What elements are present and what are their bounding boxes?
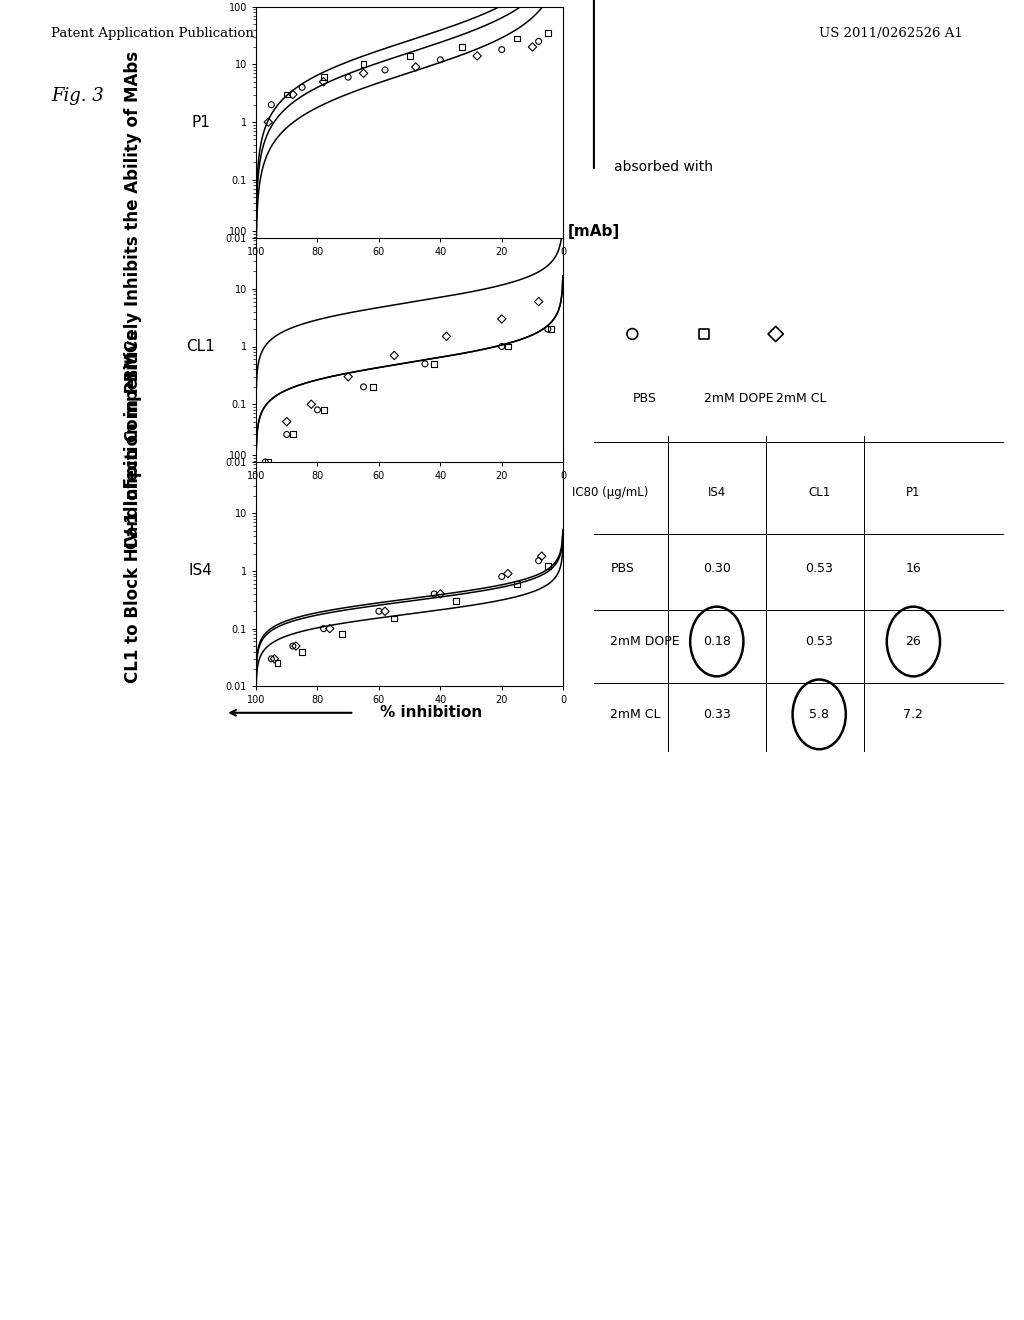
Point [365, 376, 381, 397]
Text: IC80 (μg/mL): IC80 (μg/mL) [572, 486, 648, 499]
Text: Patent Application Publication: Patent Application Publication [51, 26, 254, 40]
Point [524, 37, 541, 58]
Text: P1: P1 [191, 115, 210, 129]
Point [500, 335, 516, 356]
Point [438, 326, 455, 347]
Point [285, 424, 301, 445]
Text: 0.33: 0.33 [702, 708, 731, 721]
Point [530, 550, 547, 572]
Point [315, 618, 332, 639]
Point [494, 566, 510, 587]
Point [509, 28, 525, 49]
Text: 16: 16 [905, 562, 922, 576]
Text: 0.53: 0.53 [805, 635, 834, 648]
Point [401, 45, 418, 66]
Point [279, 424, 295, 445]
Point [426, 354, 442, 375]
Point [530, 290, 547, 312]
Point [285, 84, 301, 106]
Point [340, 66, 356, 87]
Text: CL1: CL1 [808, 486, 830, 499]
Point [540, 556, 556, 577]
Point [285, 635, 301, 656]
Text: Cardiolipin Competitively Inhibits the Ability of MAbs: Cardiolipin Competitively Inhibits the A… [124, 51, 142, 549]
Point [426, 583, 442, 605]
Point [257, 451, 273, 473]
Point [269, 653, 286, 675]
Point [355, 63, 372, 84]
Text: Oct. 27, 2011  Sheet 8 of 48: Oct. 27, 2011 Sheet 8 of 48 [336, 26, 524, 40]
Point [696, 323, 713, 345]
Text: absorbed with: absorbed with [614, 160, 714, 174]
Point [494, 309, 510, 330]
Point [768, 323, 784, 345]
Point [408, 57, 424, 78]
Point [355, 54, 372, 75]
Point [494, 335, 510, 356]
Point [624, 323, 641, 345]
Text: IS4: IS4 [188, 564, 213, 578]
Point [386, 609, 402, 630]
Point [534, 545, 550, 566]
Point [260, 451, 276, 473]
Point [417, 354, 433, 375]
Point [303, 393, 319, 414]
Point [454, 37, 470, 58]
Point [294, 77, 310, 98]
Point [315, 71, 332, 92]
Text: PBS: PBS [610, 562, 634, 576]
Point [500, 564, 516, 585]
Text: US 2011/0262526 A1: US 2011/0262526 A1 [819, 26, 963, 40]
Point [377, 59, 393, 81]
Point [315, 66, 332, 87]
Point [266, 648, 283, 669]
Text: CL1 to Block HIV-1 Infection in PBMCs: CL1 to Block HIV-1 Infection in PBMCs [124, 330, 142, 682]
Point [432, 583, 449, 605]
Point [540, 318, 556, 339]
Point [543, 318, 559, 339]
Point [288, 635, 304, 656]
Text: CL1: CL1 [186, 339, 215, 354]
Text: 0.30: 0.30 [702, 562, 731, 576]
Point [494, 40, 510, 61]
Point [322, 618, 338, 639]
Text: [mAb]: [mAb] [567, 223, 621, 239]
Text: 2mM DOPE: 2mM DOPE [610, 635, 680, 648]
Point [432, 49, 449, 70]
Point [279, 411, 295, 432]
Point [340, 366, 356, 387]
Text: 26: 26 [905, 635, 922, 648]
Point [355, 376, 372, 397]
Point [377, 601, 393, 622]
Point [386, 345, 402, 366]
Text: 2mM CL: 2mM CL [776, 392, 826, 405]
Point [509, 573, 525, 594]
Point [540, 22, 556, 44]
Point [260, 112, 276, 133]
Text: 2mM CL: 2mM CL [610, 708, 660, 721]
Text: 5.8: 5.8 [809, 708, 829, 721]
Text: 2mM DOPE: 2mM DOPE [705, 392, 773, 405]
Point [279, 84, 295, 106]
Point [309, 399, 326, 420]
Text: 0.53: 0.53 [805, 562, 834, 576]
Point [371, 601, 387, 622]
Point [447, 590, 464, 611]
Point [334, 623, 350, 644]
Point [294, 642, 310, 663]
Text: % inhibition: % inhibition [380, 705, 482, 721]
Text: 0.18: 0.18 [702, 635, 731, 648]
Point [263, 94, 280, 115]
Text: 7.2: 7.2 [903, 708, 924, 721]
Point [530, 30, 547, 51]
Point [315, 399, 332, 420]
Text: P1: P1 [906, 486, 921, 499]
Point [469, 45, 485, 66]
Point [263, 648, 280, 669]
Text: Fig. 3: Fig. 3 [51, 87, 104, 106]
Text: PBS: PBS [632, 392, 656, 405]
Text: IS4: IS4 [708, 486, 726, 499]
